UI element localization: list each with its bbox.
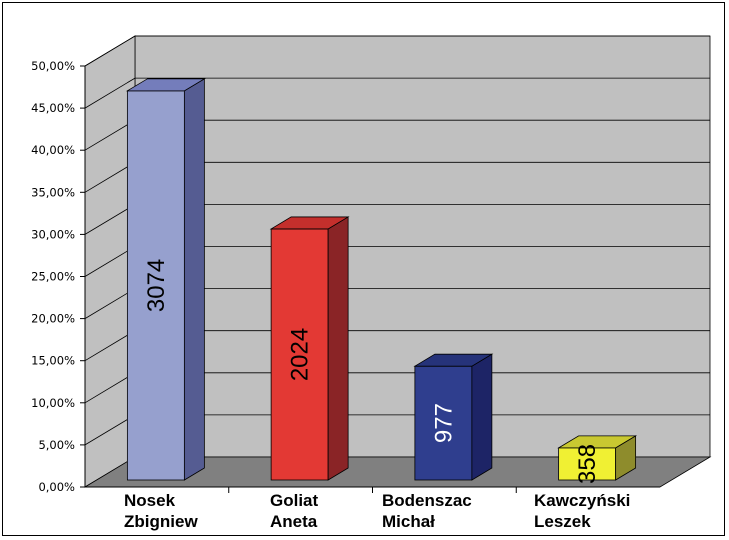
category-label: Goliat Aneta xyxy=(270,491,319,531)
y-tick-label: 35,00% xyxy=(31,185,75,199)
bar-side xyxy=(327,216,349,481)
category-label: Kawczyński Leszek xyxy=(534,491,630,531)
category-label: Nosek Zbigniew xyxy=(124,491,198,531)
gridline-side xyxy=(84,35,136,67)
bar-front xyxy=(270,228,329,481)
bar-top xyxy=(557,435,638,449)
y-tick-label: 50,00% xyxy=(31,59,75,73)
gridline-side xyxy=(84,246,136,277)
gridline-side xyxy=(84,414,136,446)
data-label: 977 xyxy=(430,403,457,443)
y-tick-label: 15,00% xyxy=(31,354,75,368)
category-label-line: Zbigniew xyxy=(124,512,198,531)
bar-front xyxy=(558,447,617,481)
bar-side xyxy=(183,78,205,481)
category-label-line: Bodenszac xyxy=(382,491,472,510)
bar-top xyxy=(413,353,494,367)
bar-side xyxy=(471,353,493,481)
y-tick-label: 10,00% xyxy=(31,396,75,410)
y-tick-label: 45,00% xyxy=(31,101,75,115)
gridline-side xyxy=(84,204,136,235)
data-label: 358 xyxy=(574,444,601,484)
gridline-side xyxy=(84,372,136,404)
gridline-side xyxy=(84,288,136,319)
gridline-side xyxy=(84,77,136,109)
category-label-line: Aneta xyxy=(270,512,318,531)
gridline-side xyxy=(84,119,136,151)
y-tick-label: 20,00% xyxy=(31,312,75,326)
bar-front xyxy=(126,90,185,481)
category-label-line: Nosek xyxy=(124,491,176,510)
y-tick-label: 40,00% xyxy=(31,143,75,157)
bar-top xyxy=(269,216,350,230)
category-label-line: Michał xyxy=(382,512,435,531)
gridline-side xyxy=(84,330,136,362)
bar-top xyxy=(125,78,206,92)
category-label-line: Goliat xyxy=(270,491,319,510)
y-tick-label: 5,00% xyxy=(38,438,75,452)
y-tick-label: 30,00% xyxy=(31,227,75,241)
category-label-line: Kawczyński xyxy=(534,491,630,510)
y-tick-label: 25,00% xyxy=(31,270,75,284)
y-tick-label: 0,00% xyxy=(38,480,75,494)
category-label-line: Leszek xyxy=(534,512,591,531)
data-label: 3074 xyxy=(143,259,170,312)
category-label: Bodenszac Michał xyxy=(382,491,472,531)
data-label: 2024 xyxy=(287,328,314,381)
gridline-side xyxy=(84,161,136,193)
